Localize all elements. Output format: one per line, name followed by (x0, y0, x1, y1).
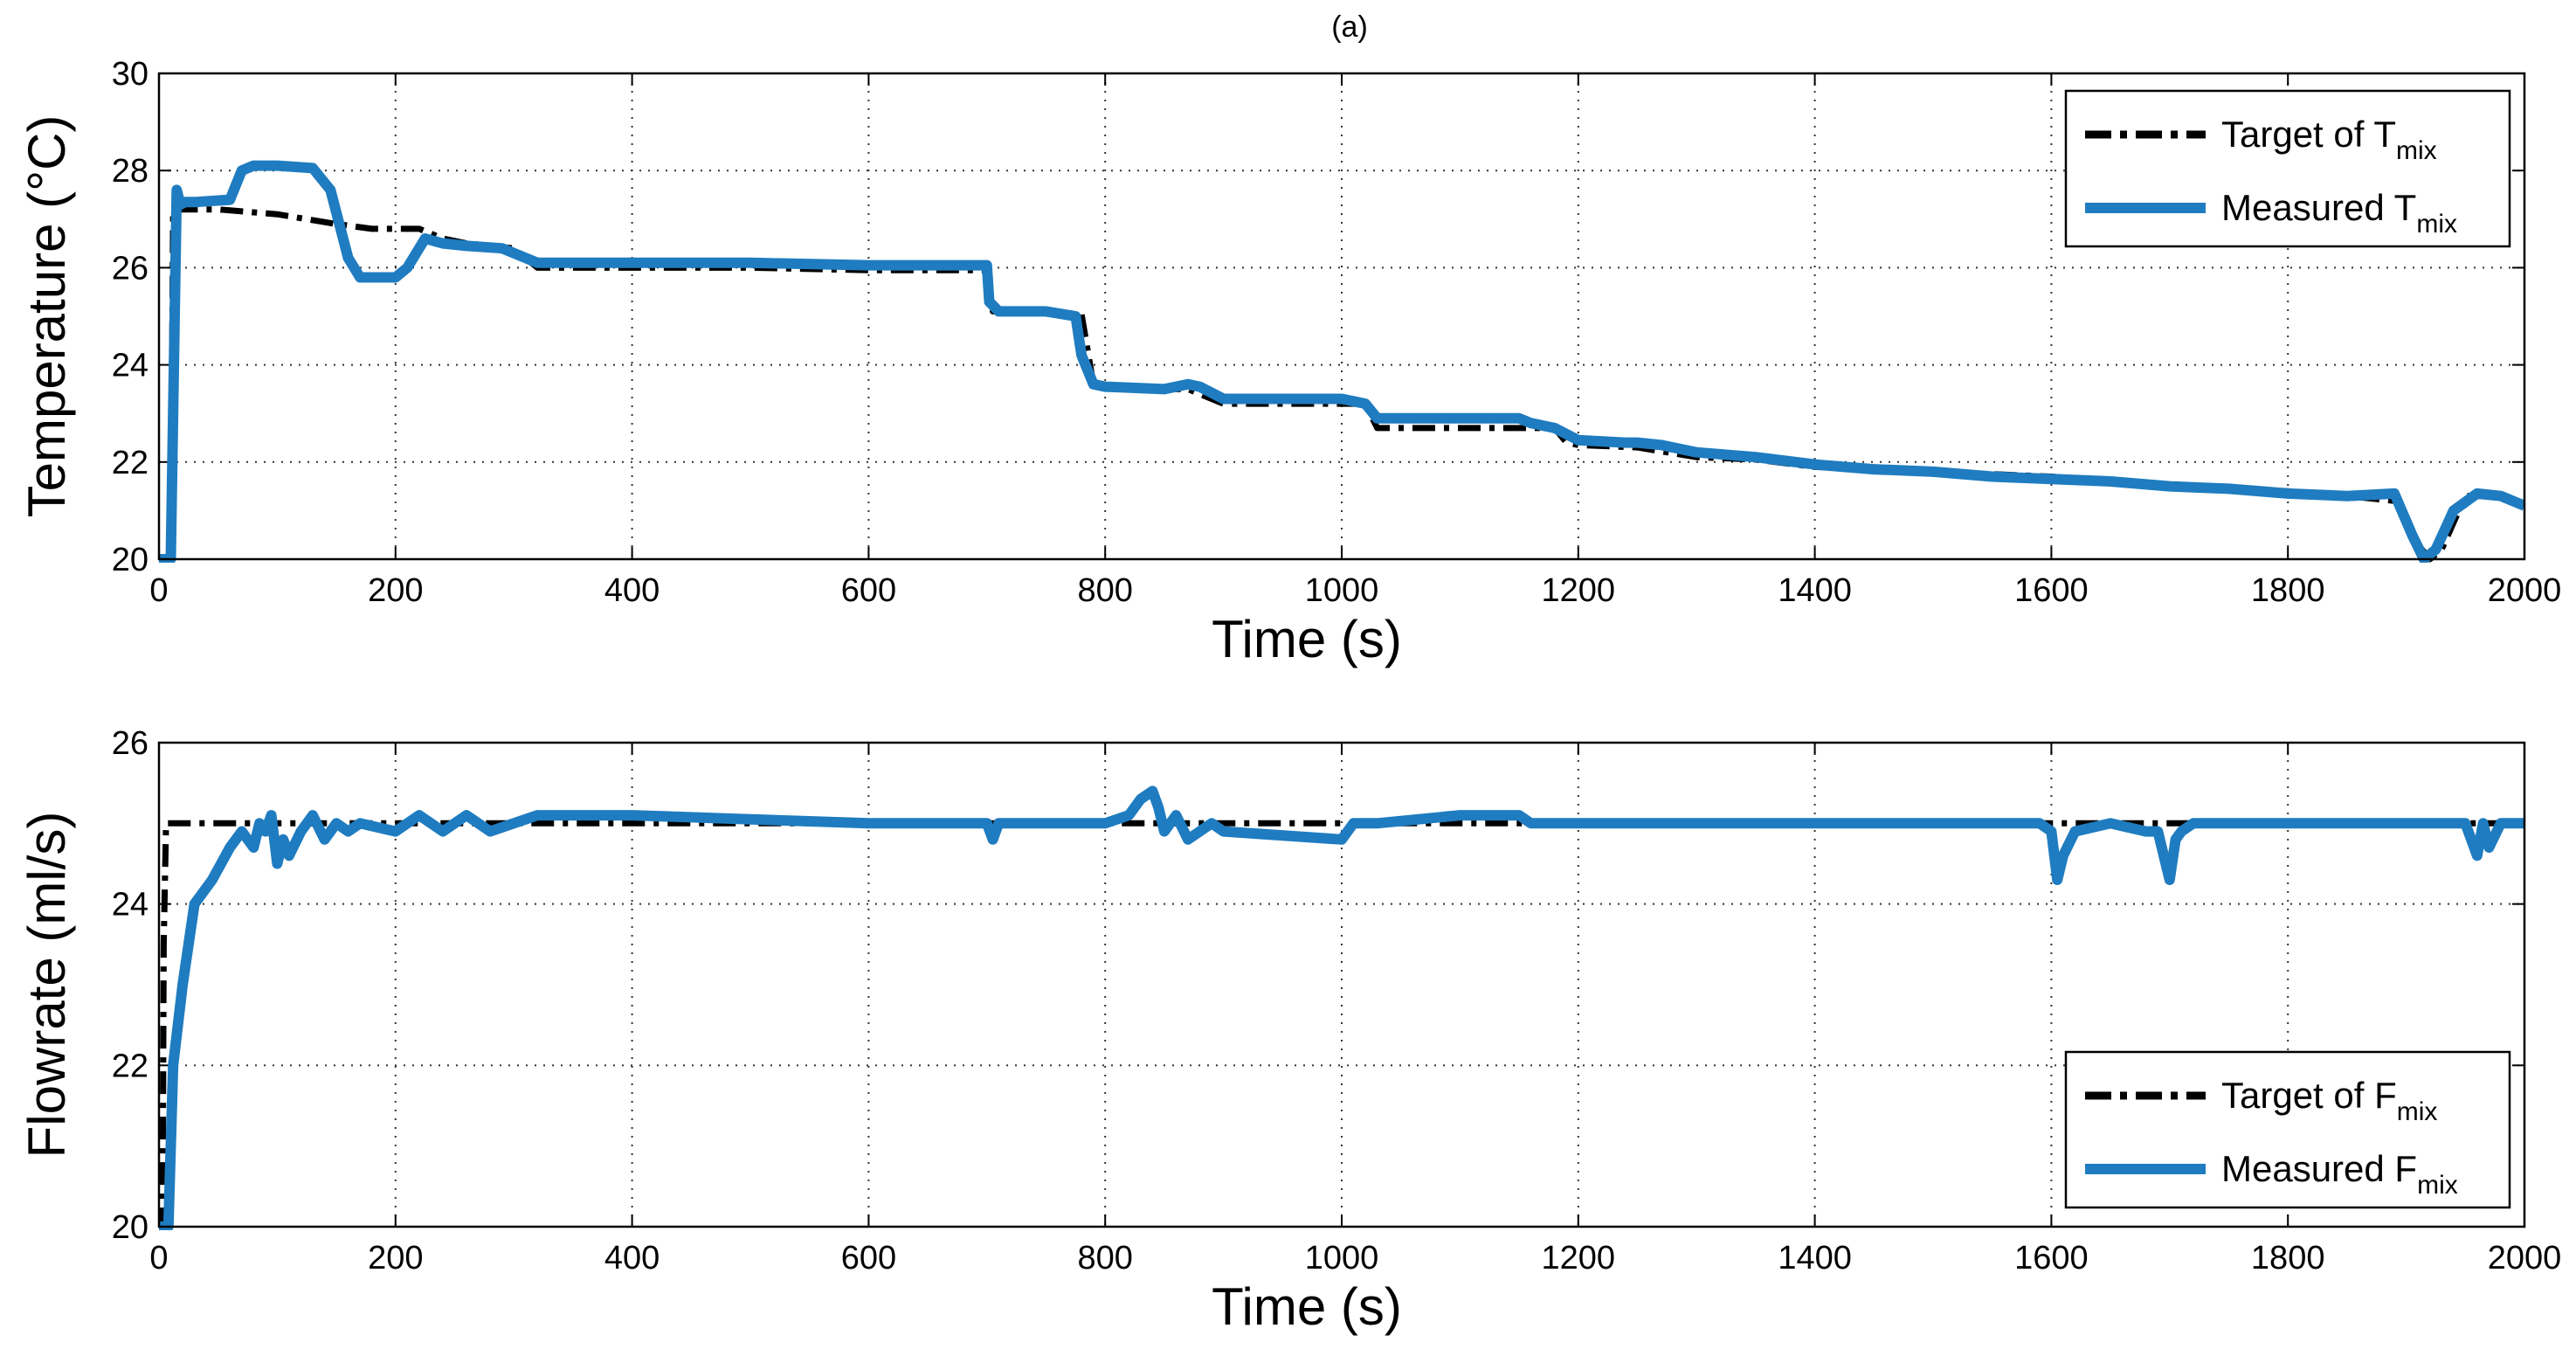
x-tick-label: 1000 (1305, 572, 1379, 609)
measured-series-line (159, 160, 2524, 563)
y-axis-label: Flowrate (ml/s) (17, 812, 76, 1159)
x-tick-label: 600 (841, 1240, 896, 1277)
y-tick-label: 24 (112, 887, 148, 924)
y-tick-label: 26 (112, 250, 148, 287)
x-tick-label: 1400 (1778, 572, 1852, 609)
x-tick-label: 200 (368, 1240, 423, 1277)
y-tick-label: 30 (112, 56, 148, 93)
temperature-panel: 0 200 400 600 800 1000 1200 1400 1600 1800 2000 20 2… (17, 56, 2561, 668)
plot-frame (157, 741, 2526, 1228)
y-tick-label: 22 (112, 445, 148, 481)
x-tick-label: 2000 (2488, 1240, 2562, 1277)
figure-caption: (a) (1331, 10, 1368, 44)
x-tick-label: 1400 (1778, 1240, 1852, 1277)
y-tick-label: 24 (112, 348, 148, 384)
plot-frame (157, 72, 2526, 561)
legend-entry: Target of Tmix (2221, 114, 2437, 165)
x-axis-label: Time (s) (1212, 610, 1402, 668)
flowrate-panel: 0 200 400 600 800 1000 1200 1400 1600 1800 2000 20 2… (17, 725, 2561, 1336)
legend-box (2064, 89, 2511, 248)
x-tick-label: 0 (149, 572, 168, 609)
y-axis-label: Temperature (°C) (17, 115, 76, 518)
x-tick-label: 1600 (2014, 1240, 2089, 1277)
x-tick-label: 400 (604, 1240, 660, 1277)
y-tick-label: 26 (112, 725, 148, 762)
x-axis-label: Time (s) (1212, 1277, 1402, 1336)
x-tick-label: 600 (841, 572, 896, 609)
x-tick-label: 1800 (2251, 1240, 2325, 1277)
x-tick-label: 400 (604, 572, 660, 609)
x-tick-label: 800 (1077, 572, 1132, 609)
x-tick-label: 800 (1077, 1240, 1132, 1277)
x-tick-label: 1000 (1305, 1240, 1379, 1277)
x-tick-label: 1200 (1542, 1240, 1616, 1277)
x-tick-label: 200 (368, 572, 423, 609)
y-tick-label: 20 (112, 542, 148, 578)
x-tick-label: 1600 (2014, 572, 2089, 609)
measured-series-line (159, 785, 2524, 1230)
x-tick-label: 0 (149, 1240, 168, 1277)
legend-entry: Measured Fmix (2221, 1148, 2458, 1200)
x-tick-label: 1200 (1542, 572, 1616, 609)
x-tick-label: 1800 (2251, 572, 2325, 609)
legend-entry: Measured Tmix (2221, 187, 2457, 239)
y-tick-label: 28 (112, 153, 148, 190)
legend-entry: Target of Fmix (2221, 1075, 2437, 1126)
x-tick-label: 2000 (2488, 572, 2562, 609)
y-tick-label: 22 (112, 1048, 148, 1084)
legend-box (2064, 1050, 2511, 1209)
y-tick-label: 20 (112, 1209, 148, 1246)
